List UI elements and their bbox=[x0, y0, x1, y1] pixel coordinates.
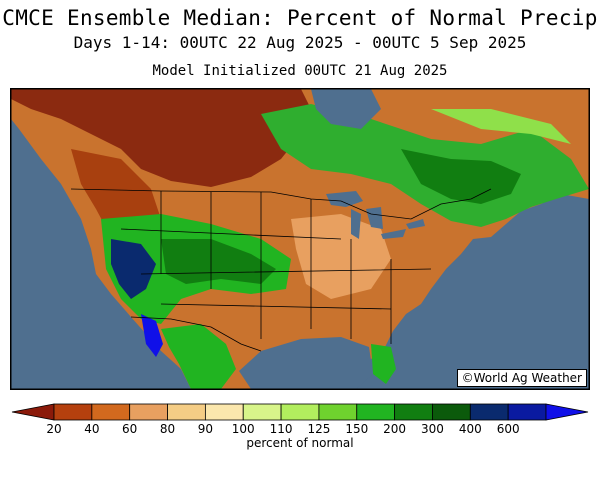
great-lakes bbox=[326, 191, 425, 239]
colorbar-box bbox=[242, 403, 282, 421]
hudson-bay bbox=[311, 89, 381, 129]
colorbar-box bbox=[469, 403, 509, 421]
political-borders bbox=[70, 188, 492, 352]
colorbar-tick-label: 90 bbox=[197, 422, 214, 436]
colorbar-tick-label: 20 bbox=[46, 422, 62, 436]
colorbar-tick-label: 60 bbox=[122, 422, 138, 436]
shading-near-normal-midwest bbox=[291, 214, 391, 299]
colorbar-box bbox=[432, 403, 471, 421]
colorbar bbox=[11, 403, 589, 421]
shading-extreme-wet-baja bbox=[141, 314, 163, 357]
colorbar-tick-label: 200 bbox=[383, 422, 407, 436]
colorbar-tick-label: 125 bbox=[307, 422, 331, 436]
colorbar-box bbox=[318, 403, 358, 421]
colorbar-tick-label: 300 bbox=[421, 422, 444, 436]
colorbar-box bbox=[91, 403, 131, 421]
gulf-of-mexico bbox=[239, 337, 373, 389]
credit-label: ©World Ag Weather bbox=[456, 369, 587, 387]
colorbar-low-arrow bbox=[11, 403, 55, 421]
colorbar-tick-label: 100 bbox=[231, 422, 255, 436]
colorbar-tick-label: 150 bbox=[345, 422, 369, 436]
shading-extreme-wet-sw bbox=[111, 239, 156, 299]
colorbar-box bbox=[129, 403, 168, 421]
colorbar-graphic bbox=[11, 403, 589, 421]
colorbar-box bbox=[280, 403, 320, 421]
shading-wet-mexico bbox=[161, 324, 236, 389]
colorbar-tick-label: 80 bbox=[159, 422, 176, 436]
colorbar-box bbox=[167, 403, 206, 421]
colorbar-tick-label: 400 bbox=[458, 422, 482, 436]
map-canvas bbox=[11, 89, 589, 389]
model-init-time: Model Initialized 00UTC 21 Aug 2025 bbox=[152, 63, 448, 79]
colorbar-units: percent of normal bbox=[246, 436, 354, 450]
shading-dry-north bbox=[11, 89, 311, 187]
colorbar-tick-label: 110 bbox=[269, 422, 293, 436]
shading-light-green-canada bbox=[431, 109, 571, 144]
shading-very-wet-plains bbox=[161, 239, 276, 284]
forecast-period: Days 1-14: 00UTC 22 Aug 2025 - 00UTC 5 S… bbox=[73, 33, 527, 52]
precip-map: ©World Ag Weather bbox=[10, 88, 590, 390]
colorbar-box bbox=[507, 403, 547, 421]
shading-very-wet-quebec bbox=[401, 149, 521, 204]
colorbar-tick-label: 40 bbox=[84, 422, 100, 436]
colorbar-box bbox=[204, 403, 244, 421]
colorbar-box bbox=[394, 403, 433, 421]
shading-wet-florida bbox=[371, 344, 396, 384]
colorbar-high-arrow bbox=[545, 403, 589, 421]
colorbar-ticks: 20 40 60 80 90 100 110 125 150 200 300 400 600 bbox=[0, 422, 600, 438]
colorbar-box bbox=[53, 403, 93, 421]
map-title: CMCE Ensemble Median: Percent of Normal … bbox=[2, 6, 598, 30]
colorbar-tick-label: 600 bbox=[496, 422, 520, 436]
colorbar-box bbox=[356, 403, 396, 421]
